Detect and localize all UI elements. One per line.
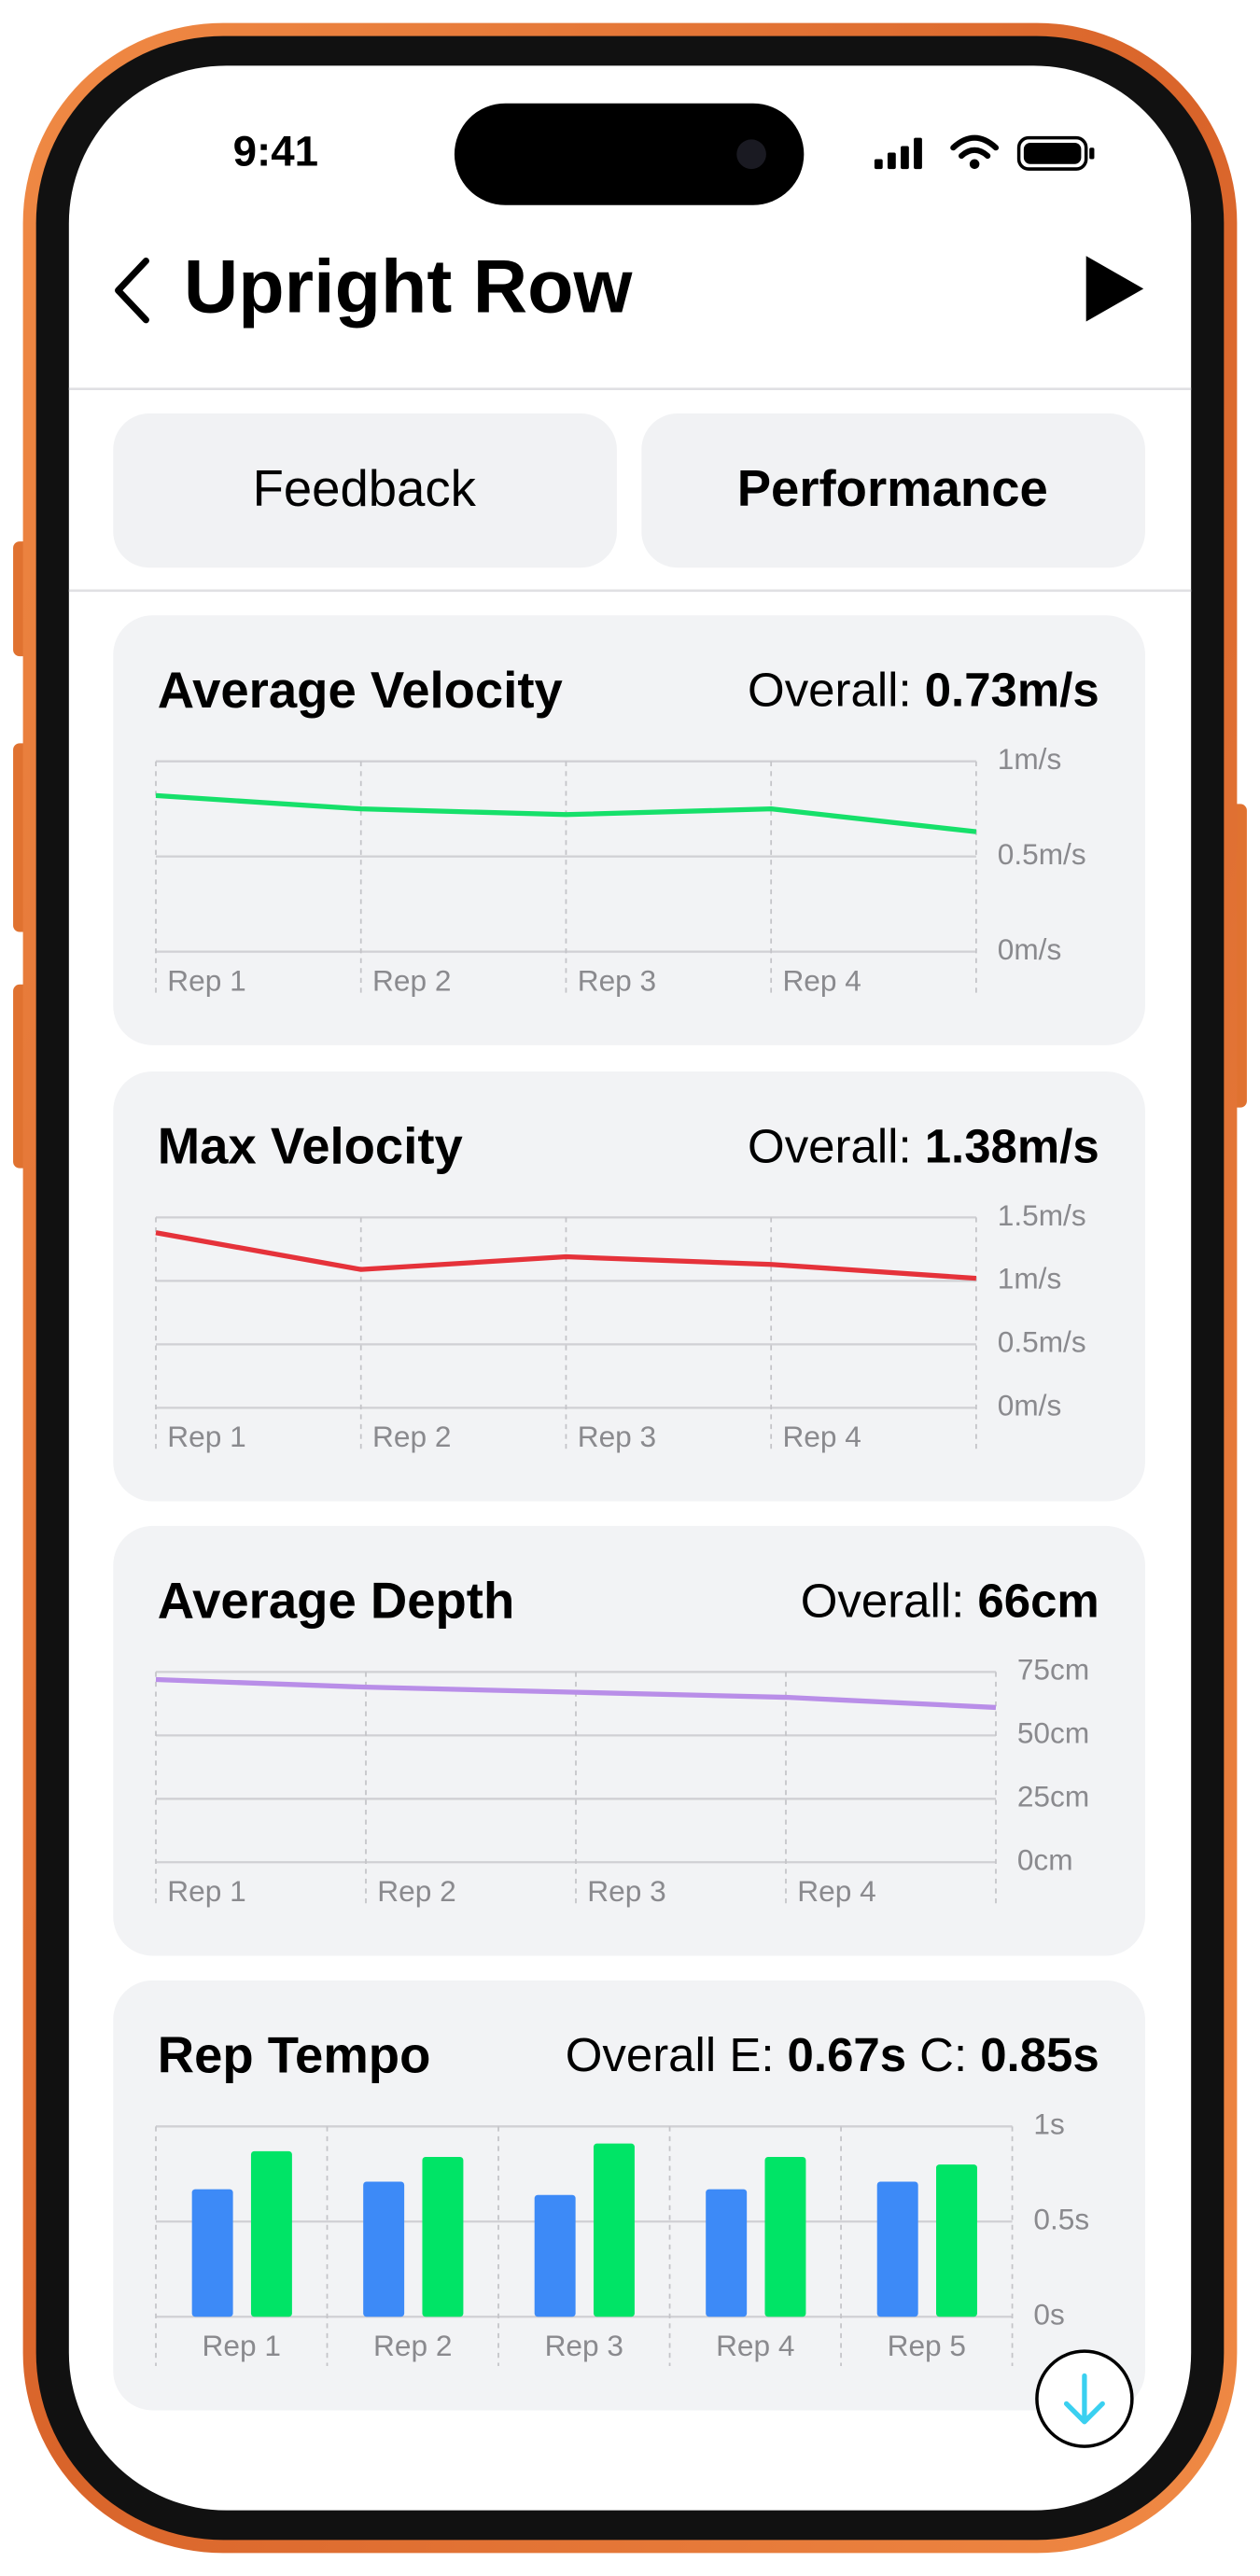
data-line <box>155 1230 977 1281</box>
x-tick-label: Rep 2 <box>377 1874 455 1908</box>
overall-label: Overall E: <box>566 2029 775 2082</box>
x-tick-label: Rep 4 <box>782 963 861 997</box>
x-tick-label: Rep 4 <box>716 2329 794 2362</box>
bar <box>764 2156 806 2317</box>
arrow-icon <box>1063 2373 1105 2425</box>
x-tick-label: Rep 3 <box>578 1420 656 1453</box>
status-time: 9:41 <box>233 127 318 175</box>
x-tick-label: Rep 3 <box>578 963 656 997</box>
camera <box>736 139 766 170</box>
y-tick-label: 0.5m/s <box>998 837 1086 871</box>
chart-title: Max Velocity <box>158 1118 464 1175</box>
y-tick-label: 75cm <box>1017 1653 1089 1687</box>
bar <box>363 2181 405 2317</box>
overall-label: Overall: <box>748 664 912 717</box>
x-tick-label: Rep 4 <box>782 1420 861 1453</box>
y-tick-label: 50cm <box>1017 1716 1089 1750</box>
x-tick-label: Rep 1 <box>203 2329 281 2362</box>
y-tick-label: 25cm <box>1017 1780 1089 1813</box>
wifi-icon <box>950 134 1000 160</box>
overall-value: 1.38m/s <box>925 1120 1099 1173</box>
overall-value-2: 0.85s <box>980 2029 1099 2082</box>
dynamic-island <box>454 103 805 205</box>
overall-label: Overall: <box>801 1575 965 1628</box>
bar <box>593 2143 635 2317</box>
bar <box>422 2156 464 2317</box>
overall-value: 0.67s <box>788 2029 907 2082</box>
x-tick-label: Rep 5 <box>888 2329 966 2362</box>
x-tick-label: Rep 4 <box>797 1874 875 1908</box>
y-tick-label: 0.5m/s <box>998 1325 1086 1359</box>
chart-card <box>113 615 1145 1045</box>
chart-card <box>113 1071 1145 1502</box>
x-tick-label: Rep 2 <box>372 963 451 997</box>
x-tick-label: Rep 3 <box>545 2329 623 2362</box>
x-tick-label: Rep 1 <box>167 1874 245 1908</box>
y-tick-label: 0.5s <box>1033 2203 1089 2236</box>
play-button[interactable] <box>1085 256 1144 322</box>
overall-summary: Overall: 1.38m/s <box>748 1120 1099 1173</box>
bar <box>534 2194 576 2317</box>
x-tick-label: Rep 2 <box>372 1420 451 1453</box>
tab-label[interactable]: Feedback <box>253 460 477 517</box>
x-tick-label: Rep 2 <box>373 2329 452 2362</box>
y-tick-label: 0s <box>1033 2298 1064 2331</box>
overall-label: Overall: <box>748 1120 912 1173</box>
bar <box>250 2150 292 2317</box>
battery-cap <box>1089 147 1095 160</box>
overall-value: 66cm <box>977 1575 1099 1628</box>
bar <box>191 2189 233 2317</box>
bar <box>876 2181 918 2317</box>
y-tick-label: 0m/s <box>998 1389 1062 1422</box>
y-tick-label: 1m/s <box>998 742 1062 776</box>
back-button[interactable] <box>115 258 149 324</box>
signal-icon <box>874 137 922 170</box>
y-tick-label: 0cm <box>1017 1843 1073 1877</box>
chart-title: Average Velocity <box>158 662 564 719</box>
data-line <box>155 1676 997 1711</box>
x-tick-label: Rep 1 <box>167 1420 245 1453</box>
bar <box>706 2189 748 2317</box>
x-tick-label: Rep 1 <box>167 963 245 997</box>
y-tick-label: 1.5m/s <box>998 1198 1086 1232</box>
tab[interactable] <box>113 413 617 568</box>
battery-icon <box>1016 135 1088 171</box>
overall-summary: Overall: 0.73m/s <box>748 664 1099 717</box>
overall-value: 0.73m/s <box>925 664 1099 717</box>
y-tick-label: 1m/s <box>998 1262 1062 1295</box>
charts: Average Velocity Overall: 0.73m/s0m/s0.5m/… <box>113 615 1145 2411</box>
chart-title: Rep Tempo <box>158 2027 431 2084</box>
page-title: Upright Row <box>184 245 634 329</box>
wifi-dot <box>969 159 980 170</box>
chart-title: Average Depth <box>158 1573 514 1630</box>
data-line <box>155 792 977 834</box>
y-tick-label: 1s <box>1033 2107 1064 2141</box>
chart-card <box>113 1525 1145 1956</box>
tab[interactable] <box>641 413 1145 568</box>
bar <box>936 2164 977 2317</box>
overall-summary: Overall E: 0.67s C: 0.85s <box>566 2029 1099 2082</box>
y-tick-label: 0m/s <box>998 932 1062 966</box>
tab-label[interactable]: Performance <box>737 460 1048 517</box>
overall-summary: Overall: 66cm <box>801 1575 1099 1628</box>
x-tick-label: Rep 3 <box>587 1874 665 1908</box>
battery-level <box>1023 142 1082 164</box>
overall-label-2: C: <box>919 2029 967 2082</box>
